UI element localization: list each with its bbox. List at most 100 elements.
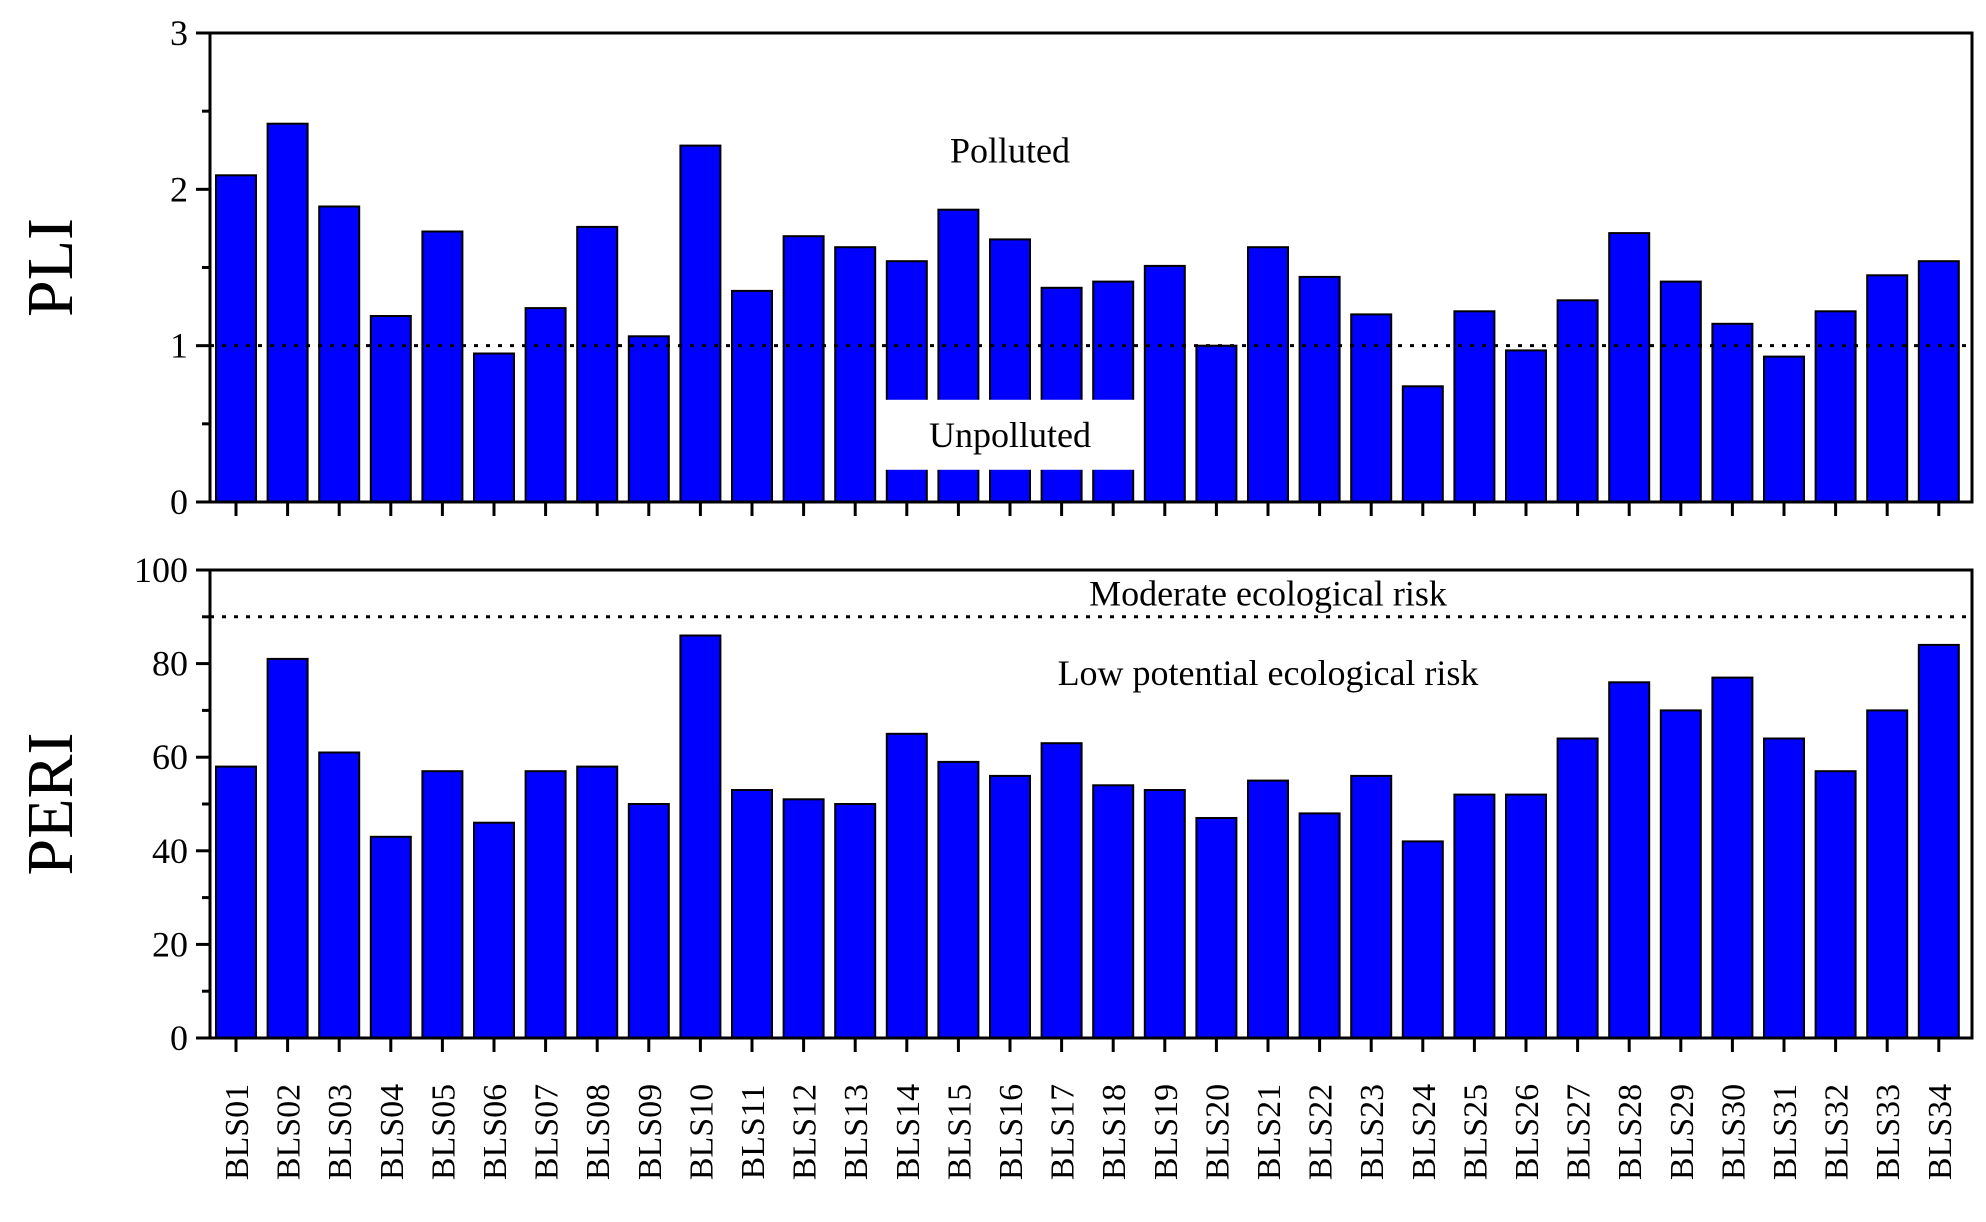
peri-bar-bls05 xyxy=(421,770,464,1039)
peri-bar-bls23 xyxy=(1350,774,1393,1040)
peri-bar-bls08 xyxy=(576,765,619,1039)
pli-ytick-label: 0 xyxy=(170,482,188,522)
peri-bar-bls03 xyxy=(318,751,361,1039)
category-label-bls14: BLS14 xyxy=(890,1084,927,1180)
category-label-bls11: BLS11 xyxy=(735,1084,772,1179)
pli-bar-bls25 xyxy=(1453,310,1496,503)
pli-ytick-label: 3 xyxy=(170,13,188,53)
category-label-bls29: BLS29 xyxy=(1664,1084,1701,1180)
category-label-bls17: BLS17 xyxy=(1045,1084,1082,1180)
peri-bar-bls10 xyxy=(679,634,722,1039)
pli-bar-bls34 xyxy=(1917,260,1960,504)
peri-bar-bls28 xyxy=(1608,681,1651,1039)
peri-ytick-label: 80 xyxy=(152,644,188,684)
pli-bar-bls01 xyxy=(215,174,257,504)
peri-panel: Moderate ecological risk Low potential ec… xyxy=(14,550,1974,1180)
pli-annotation-1: Unpolluted xyxy=(929,415,1091,455)
category-label-bls26: BLS26 xyxy=(1509,1084,1546,1180)
peri-bar-bls32 xyxy=(1814,770,1857,1039)
pli-bar-bls13 xyxy=(834,246,877,503)
peri-bar-bls19 xyxy=(1143,789,1186,1039)
pli-bar-bls07 xyxy=(524,307,567,503)
pli-annotation-0: Polluted xyxy=(950,130,1070,170)
category-label-bls27: BLS27 xyxy=(1561,1084,1598,1180)
category-label-bls16: BLS16 xyxy=(993,1084,1030,1180)
peri-annotation-1: Low potential ecological risk xyxy=(1058,653,1479,693)
pli-bar-bls22 xyxy=(1298,275,1341,503)
category-label-bls33: BLS33 xyxy=(1870,1084,1907,1180)
category-label-bls07: BLS07 xyxy=(529,1084,566,1180)
peri-bar-bls07 xyxy=(524,770,567,1039)
pli-bar-bls03 xyxy=(318,205,361,503)
peri-ytick-label: 20 xyxy=(152,924,188,964)
pli-ytick-label: 1 xyxy=(170,326,188,366)
pli-bar-bls09 xyxy=(627,335,670,503)
peri-bar-bls06 xyxy=(473,821,515,1040)
peri-bar-bls26 xyxy=(1505,793,1547,1039)
peri-bar-bls04 xyxy=(369,835,412,1039)
peri-bar-bls20 xyxy=(1195,817,1238,1039)
peri-bar-bls21 xyxy=(1247,779,1289,1039)
category-label-bls18: BLS18 xyxy=(1096,1084,1133,1180)
peri-ytick-label: 100 xyxy=(134,550,188,590)
peri-ytick-label: 40 xyxy=(152,831,188,871)
category-label-bls19: BLS19 xyxy=(1148,1084,1185,1180)
pli-bar-bls24 xyxy=(1401,385,1444,503)
peri-bar-bls15 xyxy=(937,760,980,1040)
pli-bar-bls30 xyxy=(1711,322,1754,503)
category-label-bls06: BLS06 xyxy=(477,1084,514,1180)
peri-bar-bls33 xyxy=(1866,709,1909,1040)
peri-bar-bls25 xyxy=(1453,793,1496,1039)
category-label-bls30: BLS30 xyxy=(1715,1084,1752,1180)
pli-bar-bls05 xyxy=(421,230,464,503)
peri-bar-bls18 xyxy=(1092,784,1135,1039)
category-label-bls12: BLS12 xyxy=(787,1084,824,1180)
category-label-bls34: BLS34 xyxy=(1922,1084,1959,1180)
peri-bar-bls14 xyxy=(885,732,928,1039)
peri-bar-bls16 xyxy=(989,774,1031,1040)
pli-panel: Polluted Unpolluted 0 1 2 3 PLI xyxy=(14,13,1974,522)
category-label-bls04: BLS04 xyxy=(374,1084,411,1180)
peri-bar-bls30 xyxy=(1711,676,1754,1039)
pli-bar-bls21 xyxy=(1247,246,1289,503)
category-label-bls21: BLS21 xyxy=(1251,1084,1288,1180)
category-label-bls25: BLS25 xyxy=(1457,1084,1494,1180)
pli-bar-bls33 xyxy=(1866,274,1909,503)
category-label-bls31: BLS31 xyxy=(1767,1084,1804,1180)
peri-annotation-0: Moderate ecological risk xyxy=(1089,573,1447,613)
pli-ytick-label: 2 xyxy=(170,169,188,209)
pli-bar-bls11 xyxy=(731,289,773,503)
peri-bar-bls11 xyxy=(731,789,773,1039)
peri-bar-bls01 xyxy=(215,765,257,1039)
peri-bar-bls27 xyxy=(1556,737,1599,1039)
category-label-bls20: BLS20 xyxy=(1199,1084,1236,1180)
peri-bar-bls22 xyxy=(1298,812,1341,1040)
peri-bar-bls29 xyxy=(1659,709,1702,1040)
category-label-bls10: BLS10 xyxy=(683,1084,720,1180)
category-label-bls05: BLS05 xyxy=(425,1084,462,1180)
pli-bar-bls32 xyxy=(1814,310,1857,503)
pli-bar-bls06 xyxy=(473,352,515,503)
peri-bar-bls24 xyxy=(1401,840,1444,1040)
category-label-bls08: BLS08 xyxy=(580,1084,617,1180)
category-label-bls01: BLS01 xyxy=(219,1084,256,1180)
pli-bar-bls27 xyxy=(1556,299,1599,503)
pli-bar-bls08 xyxy=(576,225,619,503)
pli-bar-bls23 xyxy=(1350,313,1393,503)
pli-bar-bls20 xyxy=(1195,344,1238,504)
pli-bar-bls19 xyxy=(1143,264,1186,503)
pli-bar-bls12 xyxy=(782,235,825,503)
peri-bar-bls02 xyxy=(266,657,309,1040)
pli-bar-bls29 xyxy=(1659,280,1702,503)
pli-ylabel: PLI xyxy=(14,218,87,317)
pli-bar-bls31 xyxy=(1763,355,1805,503)
category-label-bls22: BLS22 xyxy=(1303,1084,1340,1180)
category-label-bls09: BLS09 xyxy=(632,1084,669,1180)
peri-ylabel: PERI xyxy=(14,732,87,875)
category-label-bls03: BLS03 xyxy=(322,1084,359,1180)
category-label-bls13: BLS13 xyxy=(838,1084,875,1180)
category-label-bls23: BLS23 xyxy=(1354,1084,1391,1180)
pli-bar-bls17 xyxy=(1040,286,1083,503)
peri-bar-bls31 xyxy=(1763,737,1805,1039)
